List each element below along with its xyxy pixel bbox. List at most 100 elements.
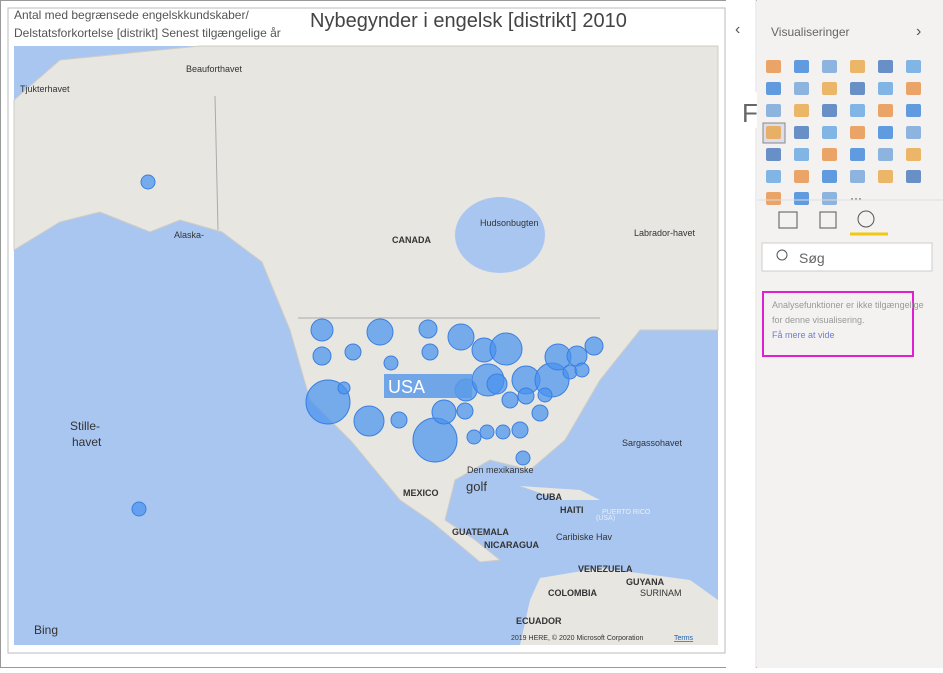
viz-icon (794, 82, 809, 95)
expand-button[interactable]: › (916, 23, 921, 40)
map-label: golf (466, 479, 487, 494)
highlight-box (762, 291, 914, 357)
bubble (390, 411, 408, 429)
viz-icon (766, 126, 781, 139)
viz-icon (794, 104, 809, 117)
bubble (495, 424, 511, 440)
map-label: havet (72, 435, 102, 449)
bubble (515, 450, 531, 466)
map-label: CANADA (392, 235, 431, 245)
map-label: USA (388, 377, 425, 397)
bubble (489, 332, 523, 366)
map-label: PUERTO RICO (602, 509, 651, 516)
viz-icon (906, 60, 921, 73)
viz-icon (766, 170, 781, 183)
bubble (574, 362, 590, 378)
viz-icon (794, 60, 809, 73)
viz-icon (850, 170, 865, 183)
bubble (447, 323, 475, 351)
land (520, 568, 718, 645)
bubbles (131, 174, 604, 517)
hudson-bay (455, 197, 545, 273)
map-label: NICARAGUA (484, 540, 539, 550)
bubble (353, 405, 385, 437)
bubble (310, 318, 334, 342)
land (13, 45, 719, 563)
map[interactable] (13, 45, 719, 645)
land (520, 486, 600, 500)
map-labels: Beauforthavet Tjukterhavet Alaska- CANAD… (20, 64, 696, 642)
brand: Bing (34, 623, 58, 637)
viz-icon (766, 82, 781, 95)
more-icon: ··· (850, 191, 862, 205)
viz-icon (794, 148, 809, 161)
viz-icon (906, 126, 921, 139)
search-icon (776, 249, 788, 261)
bubble (431, 399, 457, 425)
viz-icon (850, 148, 865, 161)
viz-icon (878, 126, 893, 139)
label-bg (384, 374, 472, 398)
map-label: VENEZUELA (578, 564, 633, 574)
viz-icon (906, 170, 921, 183)
bubble (501, 391, 519, 409)
viz-icon (822, 170, 837, 183)
viz-icon (906, 104, 921, 117)
map-label: SURINAM (640, 588, 682, 598)
analytics-tab[interactable] (857, 210, 875, 228)
viz-icon (794, 126, 809, 139)
bubble (537, 387, 553, 403)
map-label: Labrador-havet (634, 228, 696, 238)
viz-icon (878, 148, 893, 161)
viz-icon (822, 104, 837, 117)
bubble (466, 429, 482, 445)
viz-icon (766, 104, 781, 117)
bubble (412, 417, 458, 463)
search-box[interactable] (761, 242, 933, 272)
viz-icon (822, 82, 837, 95)
map-label: Sargassohavet (622, 438, 683, 448)
bubble (456, 402, 474, 420)
map-label: Caribiske Hav (556, 532, 613, 542)
map-label: HAITI (560, 505, 584, 515)
bubble (312, 346, 332, 366)
map-label: MEXICO (403, 488, 439, 498)
overlay-title: Nybegynder i engelsk [distrikt] 2010 (310, 10, 627, 32)
map-label: COLOMBIA (548, 588, 597, 598)
pane-title: Visualiseringer (771, 25, 850, 39)
map-label: (USA) (596, 515, 615, 522)
map-label: Hudsonbugten (480, 218, 539, 228)
map-label: Stille- (70, 419, 100, 433)
border (214, 95, 219, 231)
message-text: Analysefunktioner er ikke tilgængelige f… (772, 300, 924, 325)
viz-icon (766, 60, 781, 73)
bubble (584, 336, 604, 356)
viz-icon (850, 60, 865, 73)
viz-icon (850, 82, 865, 95)
format-tab[interactable] (819, 211, 837, 229)
fields-tab[interactable] (778, 211, 798, 229)
bubble (383, 355, 399, 371)
map-label: CUBA (536, 492, 562, 502)
viz-icon (766, 148, 781, 161)
viz-icon (822, 192, 837, 205)
copyright: 2019 HERE, © 2020 Microsoft Corporation (511, 634, 643, 642)
bubble (140, 174, 156, 190)
map-label: GUATEMALA (452, 527, 509, 537)
bubble (344, 343, 362, 361)
search-placeholder: Søg (799, 250, 825, 266)
map-label: Beauforthavet (186, 64, 243, 74)
viz-icon (878, 60, 893, 73)
map-label: ECUADOR (516, 616, 562, 626)
terms-link[interactable]: Terms (674, 635, 694, 642)
bubble (366, 318, 394, 346)
bubble (421, 343, 439, 361)
map-label: Den mexikanske (467, 465, 534, 475)
bubble (486, 373, 508, 395)
viz-icon (878, 82, 893, 95)
viz-icon (878, 170, 893, 183)
bubble (531, 404, 549, 422)
learn-more-link[interactable]: Få mere at vide (772, 330, 835, 340)
map-label: Alaska- (174, 230, 204, 240)
collapse-button[interactable]: ‹ (735, 21, 740, 38)
